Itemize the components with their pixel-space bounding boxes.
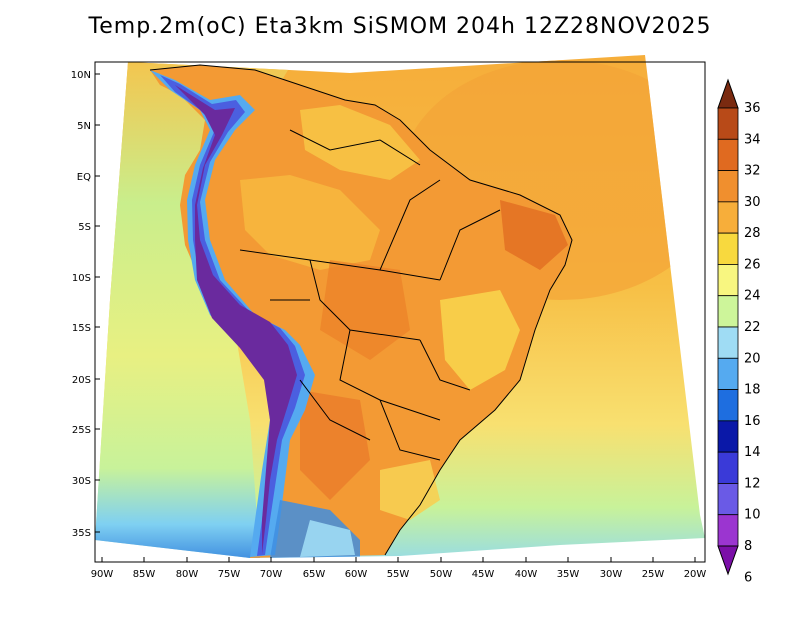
colorbar-swatch [717,107,739,140]
lon-label: 75W [218,569,241,580]
colorbar-swatch [717,451,739,484]
colorbar-label: 34 [744,132,761,147]
map-frame [94,61,706,563]
south-brazil-cooler [380,460,440,520]
southeast-highlands-cooler [440,290,520,390]
colorbar-label: 22 [744,320,761,335]
lon-label: 20W [684,569,707,580]
colorbar-label: 6 [744,570,752,585]
map-title: Temp.2m(oC) Eta3km SiSMOM 204h 12Z28NOV2… [88,14,712,39]
northern-highlands-cooler [300,105,420,180]
colorbar-label: 24 [744,289,761,304]
colorbar-label: 16 [744,414,761,429]
colorbar-label: 14 [744,445,761,460]
colorbar-swatch [717,232,739,265]
lat-label: 15S [72,323,91,334]
lat-label: 20S [72,375,91,386]
chaco-hotspot [300,390,370,500]
lon-label: 80W [176,569,199,580]
colorbar-label: 10 [744,508,761,523]
state-lines [239,129,501,461]
colorbar-swatch [717,264,739,297]
lat-label: 5N [77,121,91,132]
colorbar-swatch [717,326,739,359]
lon-label: 30W [600,569,623,580]
colorbar-label: 12 [744,476,761,491]
lat-label: 10N [71,70,91,81]
lon-label: 60W [345,569,368,580]
colorbar-label: 32 [744,164,761,179]
patagonia-cooler-coast [300,520,355,557]
colorbar-swatch [717,420,739,453]
colorbar-label: 8 [744,539,752,554]
colorbar-swatch [717,201,739,234]
coastline-east [149,64,573,556]
colorbar-swatch [717,483,739,516]
lon-label: 50W [430,569,453,580]
lat-label: 5S [78,222,91,233]
colorbar-swatch [717,514,739,547]
colorbar-top-arrow [717,78,739,109]
lon-label: 65W [303,569,326,580]
colorbar-bottom-arrow [717,545,739,576]
colorbar: 36 34 32 30 28 26 24 22 20 18 16 14 12 10 8 6 [717,78,761,585]
lat-label: EQ [77,172,91,183]
latitude-ticks [95,73,100,533]
lat-label: 10S [72,273,91,284]
colorbar-label: 28 [744,226,761,241]
colorbar-swatch [717,138,739,171]
lon-label: 85W [133,569,156,580]
colorbar-swatch [717,295,739,328]
colorbar-label: 20 [744,351,761,366]
political-borders [149,64,573,556]
lon-label: 70W [260,569,283,580]
lon-label: 35W [557,569,580,580]
lat-label: 25S [72,425,91,436]
colorbar-swatch [717,389,739,422]
lat-label: 35S [72,528,91,539]
lon-label: 55W [387,569,410,580]
colorbar-label: 36 [744,101,761,116]
pacific-ocean-field [95,55,300,558]
amazon-interior-cooler [240,175,380,270]
colorbar-label: 30 [744,195,761,210]
longitude-ticks [101,557,696,562]
lon-label: 25W [642,569,665,580]
northeast-hotspot [500,200,568,270]
colorbar-label: 26 [744,257,761,272]
temperature-field [95,55,705,558]
latitude-labels: 10N 5N EQ 5S 10S 15S 20S 25S 30S 35S [71,70,91,539]
colorbar-swatch [717,357,739,390]
lon-label: 45W [472,569,495,580]
lon-label: 90W [91,569,114,580]
longitude-labels: 90W 85W 80W 75W 70W 65W 60W 55W 50W 45W … [91,569,707,580]
colorbar-swatch [717,170,739,203]
colorbar-label: 18 [744,383,761,398]
lat-label: 30S [72,476,91,487]
andes-peaks [175,85,297,554]
lon-label: 40W [515,569,538,580]
